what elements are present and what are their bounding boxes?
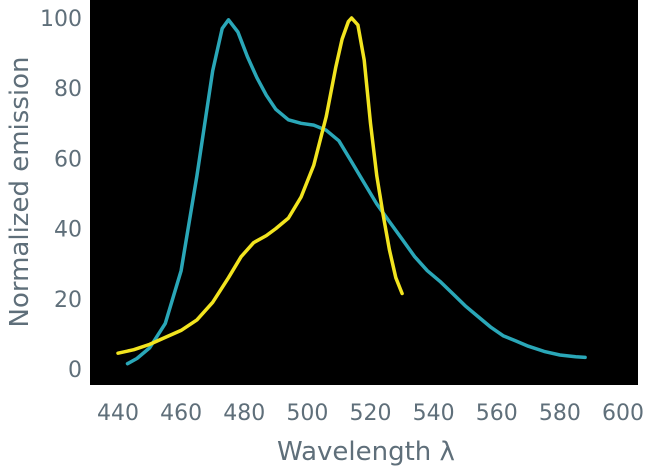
x-tick-label: 480 xyxy=(223,401,265,426)
x-tick-label: 560 xyxy=(476,401,518,426)
y-axis-ticks: 0 20 40 60 80 100 xyxy=(40,7,82,383)
series-layer xyxy=(116,16,587,366)
y-axis-label: Normalized emission xyxy=(5,57,35,328)
y-tick-label: 40 xyxy=(54,218,82,243)
y-tick-label: 80 xyxy=(54,77,82,102)
x-tick-label: 440 xyxy=(97,401,139,426)
y-tick-label: 20 xyxy=(54,288,82,313)
x-tick-label: 580 xyxy=(539,401,581,426)
y-tick-label: 0 xyxy=(68,358,82,383)
series-line-2 xyxy=(116,16,404,355)
x-tick-label: 600 xyxy=(602,401,644,426)
x-axis-ticks: 440 460 480 500 520 540 560 580 600 xyxy=(97,401,644,426)
y-tick-label: 60 xyxy=(54,147,82,172)
x-tick-label: 520 xyxy=(350,401,392,426)
x-tick-label: 500 xyxy=(286,401,328,426)
x-tick-label: 460 xyxy=(160,401,202,426)
x-axis-label: Wavelength λ xyxy=(277,437,455,467)
y-tick-label: 100 xyxy=(40,7,82,32)
series-line-1 xyxy=(125,18,587,366)
x-tick-label: 540 xyxy=(413,401,455,426)
